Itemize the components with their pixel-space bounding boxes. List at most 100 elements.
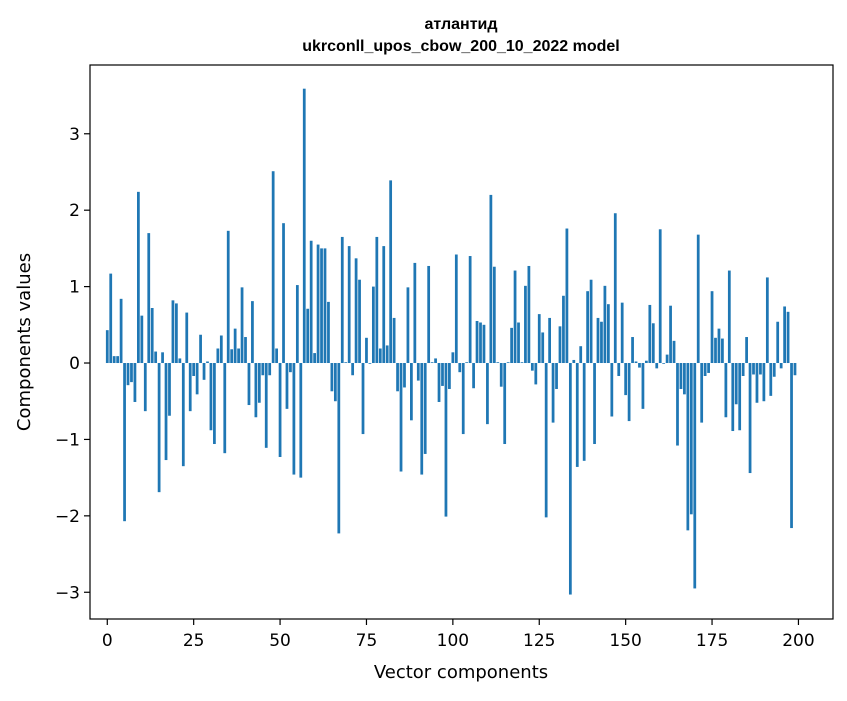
- bar-component-61: [316, 244, 320, 364]
- bar-component-3: [116, 356, 120, 364]
- bar-component-178: [721, 338, 724, 364]
- bar-component-76: [368, 363, 372, 364]
- bar-component-149: [620, 302, 624, 364]
- bar-component-43: [254, 363, 258, 418]
- bar-component-144: [603, 285, 607, 364]
- bar-component-16: [161, 352, 164, 364]
- bar-component-77: [371, 286, 375, 364]
- bar-component-38: [237, 348, 240, 364]
- bar-component-1: [109, 273, 113, 364]
- bar-component-26: [195, 363, 199, 395]
- bar-component-188: [755, 363, 759, 403]
- bar-component-160: [658, 229, 662, 364]
- bar-component-129: [551, 363, 555, 423]
- bar-component-19: [171, 300, 175, 364]
- bar-component-71: [351, 363, 355, 376]
- bar-component-59: [309, 240, 313, 364]
- bar-component-156: [645, 360, 648, 364]
- bar-component-195: [779, 363, 783, 369]
- bar-component-29: [206, 361, 209, 364]
- y-axis-label: Components values: [14, 253, 35, 431]
- bar-component-21: [178, 358, 182, 364]
- y-axis-ticks: −3 −2 −1 0 1 2 3: [55, 125, 90, 603]
- bar-component-25: [192, 363, 196, 376]
- bar-component-9: [137, 191, 140, 364]
- bar-component-126: [541, 332, 545, 364]
- bar-component-187: [752, 363, 755, 375]
- bar-component-192: [769, 363, 773, 396]
- bar-component-68: [340, 236, 344, 364]
- bar-component-175: [710, 291, 714, 364]
- bar-component-10: [140, 315, 144, 364]
- bar-component-157: [648, 304, 652, 364]
- bar-component-176: [714, 337, 717, 364]
- bar-component-84: [396, 363, 399, 392]
- bar-component-158: [651, 323, 655, 364]
- bar-component-153: [634, 361, 638, 364]
- bar-component-87: [406, 287, 410, 364]
- bar-component-13: [150, 308, 154, 364]
- bar-component-94: [430, 362, 434, 364]
- bar-component-128: [548, 317, 551, 364]
- bar-component-140: [589, 279, 593, 364]
- bar-component-75: [365, 337, 368, 364]
- bar-component-196: [783, 306, 786, 364]
- bar-component-171: [696, 234, 700, 364]
- bar-component-105: [468, 256, 472, 364]
- bar-component-143: [600, 321, 603, 364]
- chart-title: атлантид: [424, 16, 497, 33]
- bar-component-99: [448, 363, 451, 389]
- bar-component-28: [202, 363, 206, 380]
- bar-component-22: [181, 363, 185, 467]
- bar-component-172: [700, 363, 704, 423]
- bar-component-44: [257, 363, 261, 403]
- bar-component-23: [185, 312, 189, 364]
- bar-component-182: [734, 363, 738, 405]
- bar-component-159: [655, 363, 659, 369]
- bar-component-116: [506, 362, 510, 364]
- bar-component-37: [233, 328, 237, 364]
- bar-component-49: [275, 348, 278, 364]
- bar-component-147: [613, 213, 617, 364]
- bar-component-88: [410, 363, 413, 421]
- bar-component-67: [337, 363, 341, 534]
- x-tick-label: 50: [269, 631, 291, 651]
- bar-series: [105, 88, 797, 595]
- bar-component-14: [154, 351, 158, 364]
- bar-component-145: [606, 304, 610, 364]
- x-axis-ticks: 0 25 50 75 100 125 150 175 200: [102, 619, 815, 651]
- bar-component-54: [292, 363, 296, 475]
- chart-subtitle: ukrconll_upos_cbow_200_10_2022 model: [302, 38, 619, 55]
- bar-component-190: [762, 363, 766, 402]
- bar-component-78: [375, 236, 379, 364]
- bar-component-91: [420, 363, 424, 475]
- bar-component-85: [399, 363, 403, 472]
- bar-component-137: [579, 346, 583, 364]
- bar-component-100: [451, 352, 455, 364]
- bar-component-118: [513, 270, 517, 364]
- plot-frame: [89, 64, 834, 620]
- bar-component-89: [413, 262, 417, 364]
- bar-component-4: [119, 298, 123, 364]
- bar-component-35: [226, 230, 230, 364]
- bar-component-166: [679, 363, 683, 389]
- bar-component-7: [130, 363, 133, 383]
- bar-component-36: [230, 349, 234, 364]
- bar-component-15: [157, 363, 161, 493]
- bar-component-103: [461, 363, 465, 435]
- bar-component-92: [423, 363, 427, 454]
- bar-component-30: [209, 363, 213, 431]
- bar-component-57: [302, 88, 306, 364]
- bar-component-31: [213, 363, 216, 445]
- bar-component-11: [143, 363, 147, 412]
- bar-component-18: [168, 363, 171, 416]
- bar-component-47: [268, 363, 272, 376]
- bar-component-107: [475, 320, 479, 364]
- x-tick-label: 75: [356, 631, 378, 651]
- bar-component-139: [586, 291, 590, 364]
- bar-component-109: [482, 324, 486, 364]
- bar-component-198: [790, 363, 793, 529]
- y-tick-label: 3: [69, 125, 80, 145]
- bar-component-81: [385, 345, 389, 364]
- bar-component-79: [378, 348, 382, 364]
